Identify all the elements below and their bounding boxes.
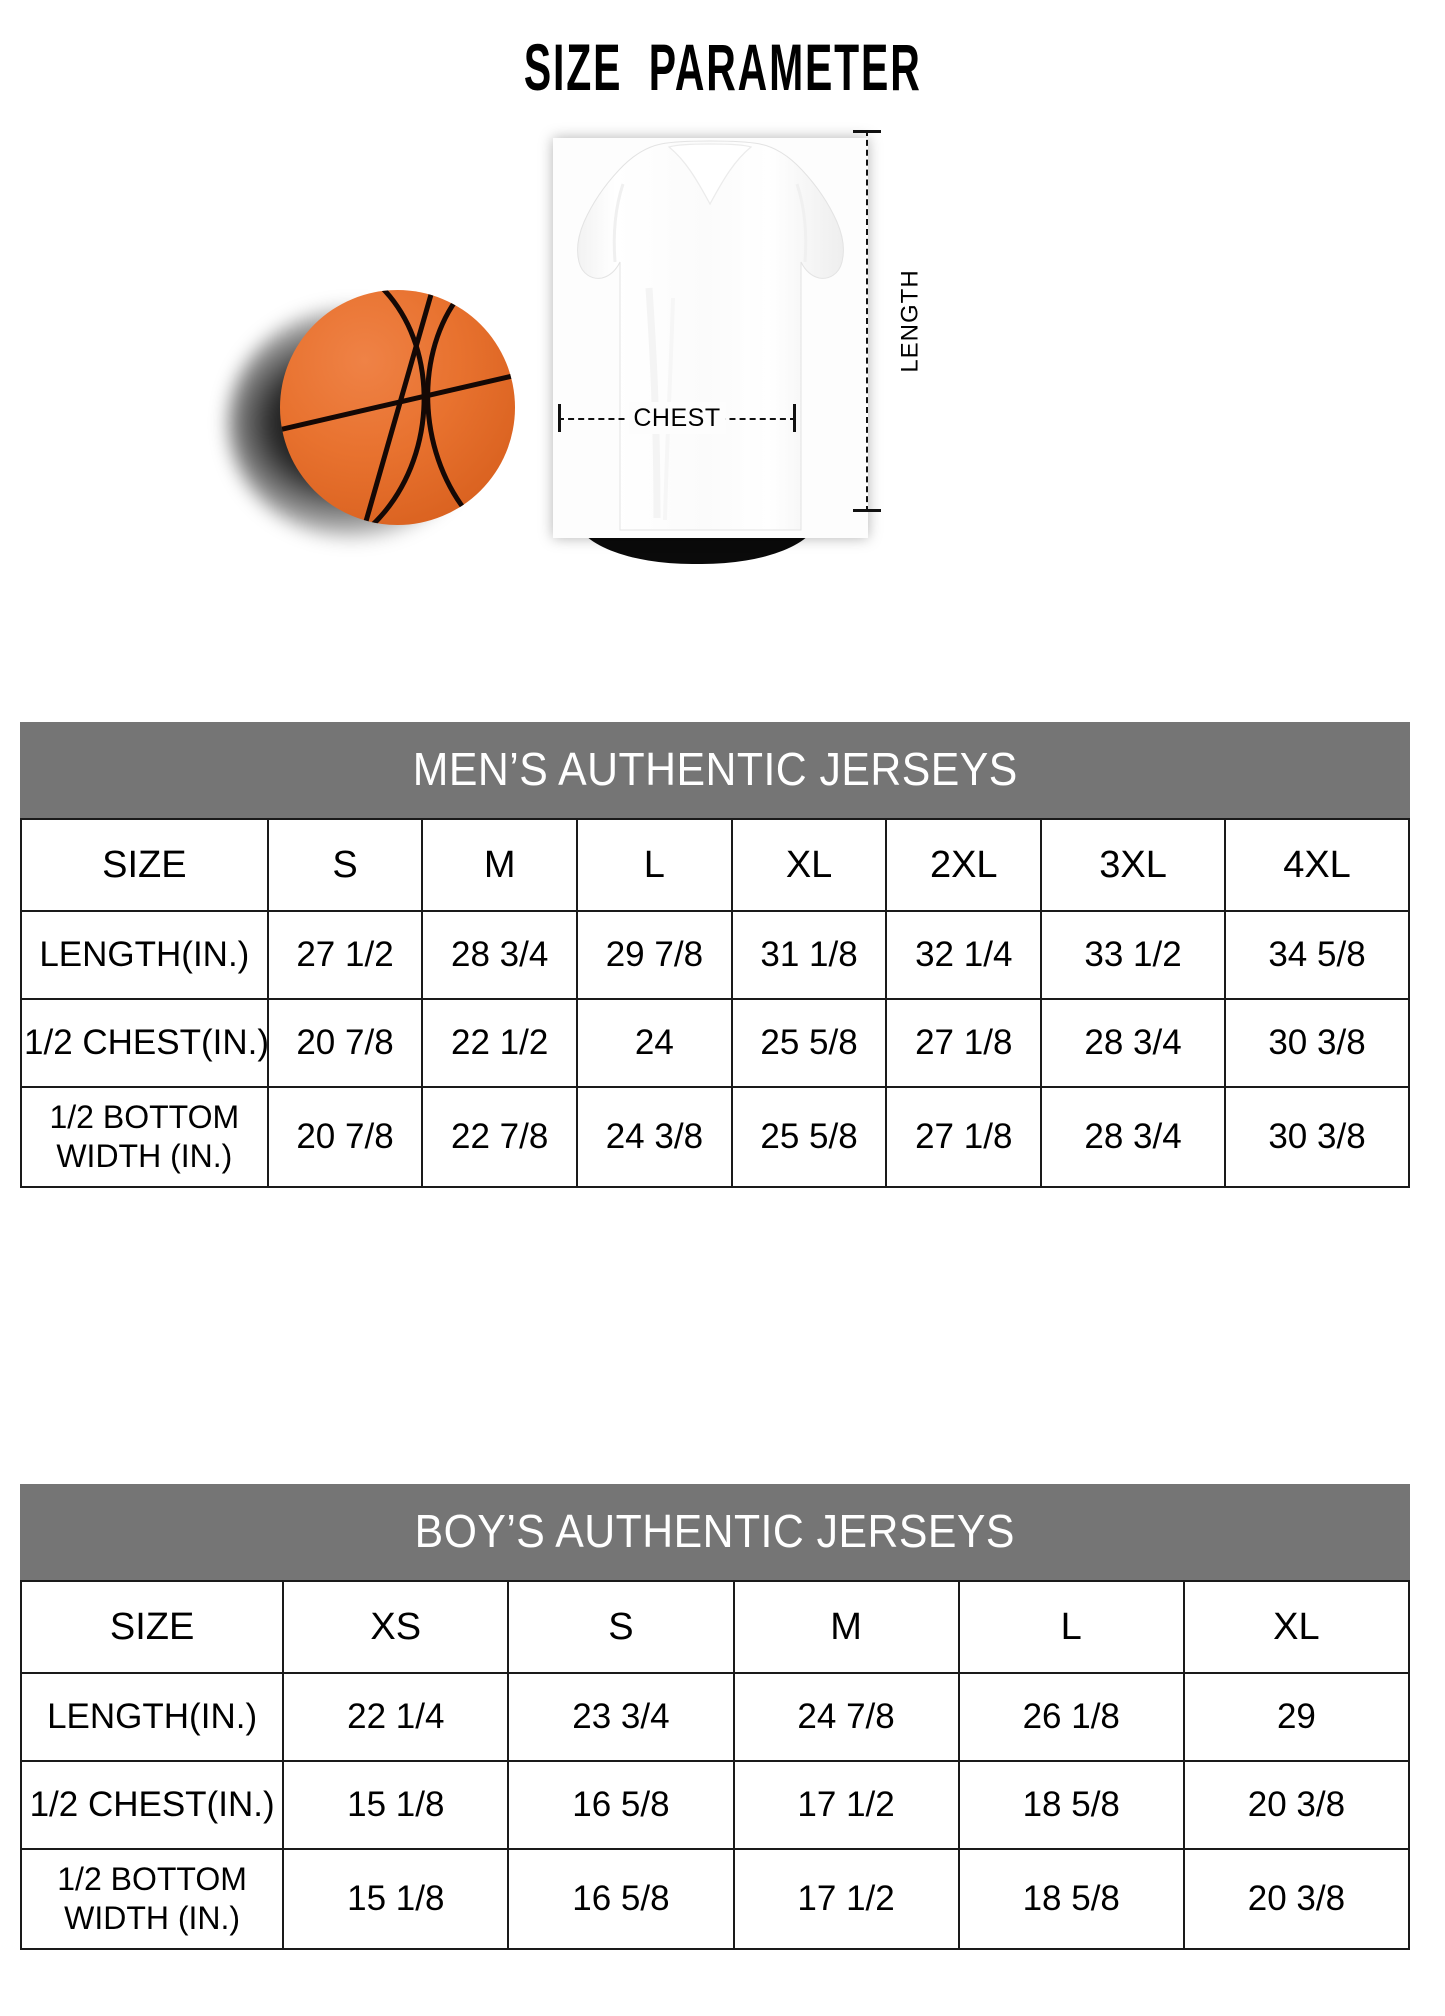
mens-size-3xl: 3XL <box>1040 818 1226 912</box>
mens-bottom-4xl: 30 3/8 <box>1224 1086 1410 1188</box>
boys-size-xl: XL <box>1182 1580 1411 1674</box>
basketball-jersey-icon <box>545 130 875 564</box>
illustration-band: CHEST LENGTH <box>0 130 1445 690</box>
table-row: 1/2 CHEST(IN.) 20 7/8 22 1/2 24 25 5/8 2… <box>20 998 1410 1088</box>
mens-bottom-m: 22 7/8 <box>421 1086 579 1188</box>
table-row: 1/2 BOTTOM WIDTH (IN.) 20 7/8 22 7/8 24 … <box>20 1086 1410 1188</box>
jersey-shape <box>577 140 844 531</box>
boys-bottom-xl: 20 3/8 <box>1182 1848 1411 1950</box>
boys-chest-s: 16 5/8 <box>507 1760 735 1850</box>
mens-chest-l: 24 <box>576 998 733 1088</box>
chest-measurement: CHEST <box>558 402 796 436</box>
mens-table-caption: MEN’S AUTHENTIC JERSEYS <box>20 722 1410 818</box>
mens-chest-4xl: 30 3/8 <box>1224 998 1410 1088</box>
boys-length-xl: 29 <box>1182 1672 1411 1762</box>
boys-size-table: SIZE XS S M L XL LENGTH(IN.) 22 1/4 23 3… <box>19 1580 1411 1950</box>
boys-size-label: SIZE <box>19 1580 285 1674</box>
boys-table-caption-text: BOY’S AUTHENTIC JERSEYS <box>414 1505 1016 1557</box>
boys-size-xs: XS <box>282 1580 510 1674</box>
mens-length-3xl: 33 1/2 <box>1040 910 1226 1000</box>
table-row: LENGTH(IN.) 22 1/4 23 3/4 24 7/8 26 1/8 … <box>19 1672 1411 1762</box>
mens-bottom-xl: 25 5/8 <box>730 1086 888 1188</box>
mens-length-2xl: 32 1/4 <box>885 910 1043 1000</box>
jersey-body <box>553 138 868 538</box>
mens-bottom-s: 20 7/8 <box>266 1086 424 1188</box>
table-row: 1/2 BOTTOM WIDTH (IN.) 15 1/8 16 5/8 17 … <box>19 1848 1411 1950</box>
mens-length-4xl: 34 5/8 <box>1224 910 1410 1000</box>
mens-size-xl: XL <box>730 818 888 912</box>
boys-size-m: M <box>732 1580 960 1674</box>
page-title: SIZE PARAMETER <box>523 30 922 104</box>
mens-row-label-length: LENGTH(IN.) <box>20 910 269 1000</box>
length-cap-top <box>853 130 881 133</box>
mens-size-4xl: 4XL <box>1224 818 1410 912</box>
mens-size-2xl: 2XL <box>885 818 1043 912</box>
mens-size-label: SIZE <box>20 818 269 912</box>
boys-bottom-m: 17 1/2 <box>732 1848 960 1950</box>
mens-chest-3xl: 28 3/4 <box>1040 998 1226 1088</box>
chest-label: CHEST <box>628 402 726 434</box>
mens-row-label-chest: 1/2 CHEST(IN.) <box>20 998 269 1088</box>
mens-size-s: S <box>266 818 424 912</box>
chest-cap-right <box>793 404 796 432</box>
boys-row-label-chest: 1/2 CHEST(IN.) <box>19 1760 285 1850</box>
mens-chest-2xl: 27 1/8 <box>885 998 1043 1088</box>
length-measurement: LENGTH <box>845 130 929 512</box>
mens-bottom-l: 24 3/8 <box>576 1086 733 1188</box>
mens-size-table: SIZE S M L XL 2XL 3XL 4XL LENGTH(IN.) 27… <box>20 818 1410 1188</box>
basketball-sphere <box>280 290 515 525</box>
mens-row-label-bottom-width: 1/2 BOTTOM WIDTH (IN.) <box>20 1086 269 1188</box>
boys-length-l: 26 1/8 <box>957 1672 1185 1762</box>
mens-size-table-block: MEN’S AUTHENTIC JERSEYS SIZE S M L XL 2X… <box>20 722 1410 1188</box>
mens-length-l: 29 7/8 <box>576 910 733 1000</box>
boys-length-m: 24 7/8 <box>732 1672 960 1762</box>
mens-length-m: 28 3/4 <box>421 910 579 1000</box>
boys-bottom-xs: 15 1/8 <box>282 1848 510 1950</box>
length-label: LENGTH <box>892 263 929 379</box>
boys-bottom-width-line2: WIDTH (IN.) <box>64 1900 241 1936</box>
basketball-icon <box>228 280 530 560</box>
mens-chest-xl: 25 5/8 <box>730 998 888 1088</box>
mens-chest-m: 22 1/2 <box>421 998 579 1088</box>
mens-chest-s: 20 7/8 <box>266 998 424 1088</box>
length-dimension-line <box>866 130 868 512</box>
boys-size-table-block: BOY’S AUTHENTIC JERSEYS SIZE XS S M L XL… <box>19 1484 1411 1950</box>
mens-table-caption-text: MEN’S AUTHENTIC JERSEYS <box>412 743 1018 795</box>
boys-bottom-l: 18 5/8 <box>957 1848 1185 1950</box>
boys-length-xs: 22 1/4 <box>282 1672 510 1762</box>
boys-size-header-row: SIZE XS S M L XL <box>19 1580 1411 1674</box>
boys-table-caption: BOY’S AUTHENTIC JERSEYS <box>20 1484 1410 1580</box>
mens-length-xl: 31 1/8 <box>730 910 888 1000</box>
boys-size-s: S <box>507 1580 735 1674</box>
mens-bottom-2xl: 27 1/8 <box>885 1086 1043 1188</box>
mens-size-l: L <box>576 818 733 912</box>
mens-size-header-row: SIZE S M L XL 2XL 3XL 4XL <box>20 818 1410 912</box>
boys-bottom-width-line1: 1/2 BOTTOM <box>57 1860 247 1897</box>
boys-row-label-length: LENGTH(IN.) <box>19 1672 285 1762</box>
mens-size-m: M <box>421 818 579 912</box>
boys-bottom-s: 16 5/8 <box>507 1848 735 1950</box>
table-row: 1/2 CHEST(IN.) 15 1/8 16 5/8 17 1/2 18 5… <box>19 1760 1411 1850</box>
table-row: LENGTH(IN.) 27 1/2 28 3/4 29 7/8 31 1/8 … <box>20 910 1410 1000</box>
mens-bottom-width-line1: 1/2 BOTTOM <box>49 1098 240 1135</box>
boys-row-label-bottom-width: 1/2 BOTTOM WIDTH (IN.) <box>19 1848 285 1950</box>
length-cap-bottom <box>853 509 881 512</box>
mens-length-s: 27 1/2 <box>266 910 424 1000</box>
boys-length-s: 23 3/4 <box>507 1672 735 1762</box>
boys-size-l: L <box>957 1580 1185 1674</box>
boys-chest-xs: 15 1/8 <box>282 1760 510 1850</box>
mens-bottom-width-line2: WIDTH (IN.) <box>56 1138 233 1174</box>
boys-chest-xl: 20 3/8 <box>1182 1760 1411 1850</box>
boys-chest-m: 17 1/2 <box>732 1760 960 1850</box>
boys-chest-l: 18 5/8 <box>957 1760 1185 1850</box>
chest-cap-left <box>558 404 561 432</box>
page-title-wrap: SIZE PARAMETER <box>0 34 1445 100</box>
mens-bottom-3xl: 28 3/4 <box>1040 1086 1226 1188</box>
